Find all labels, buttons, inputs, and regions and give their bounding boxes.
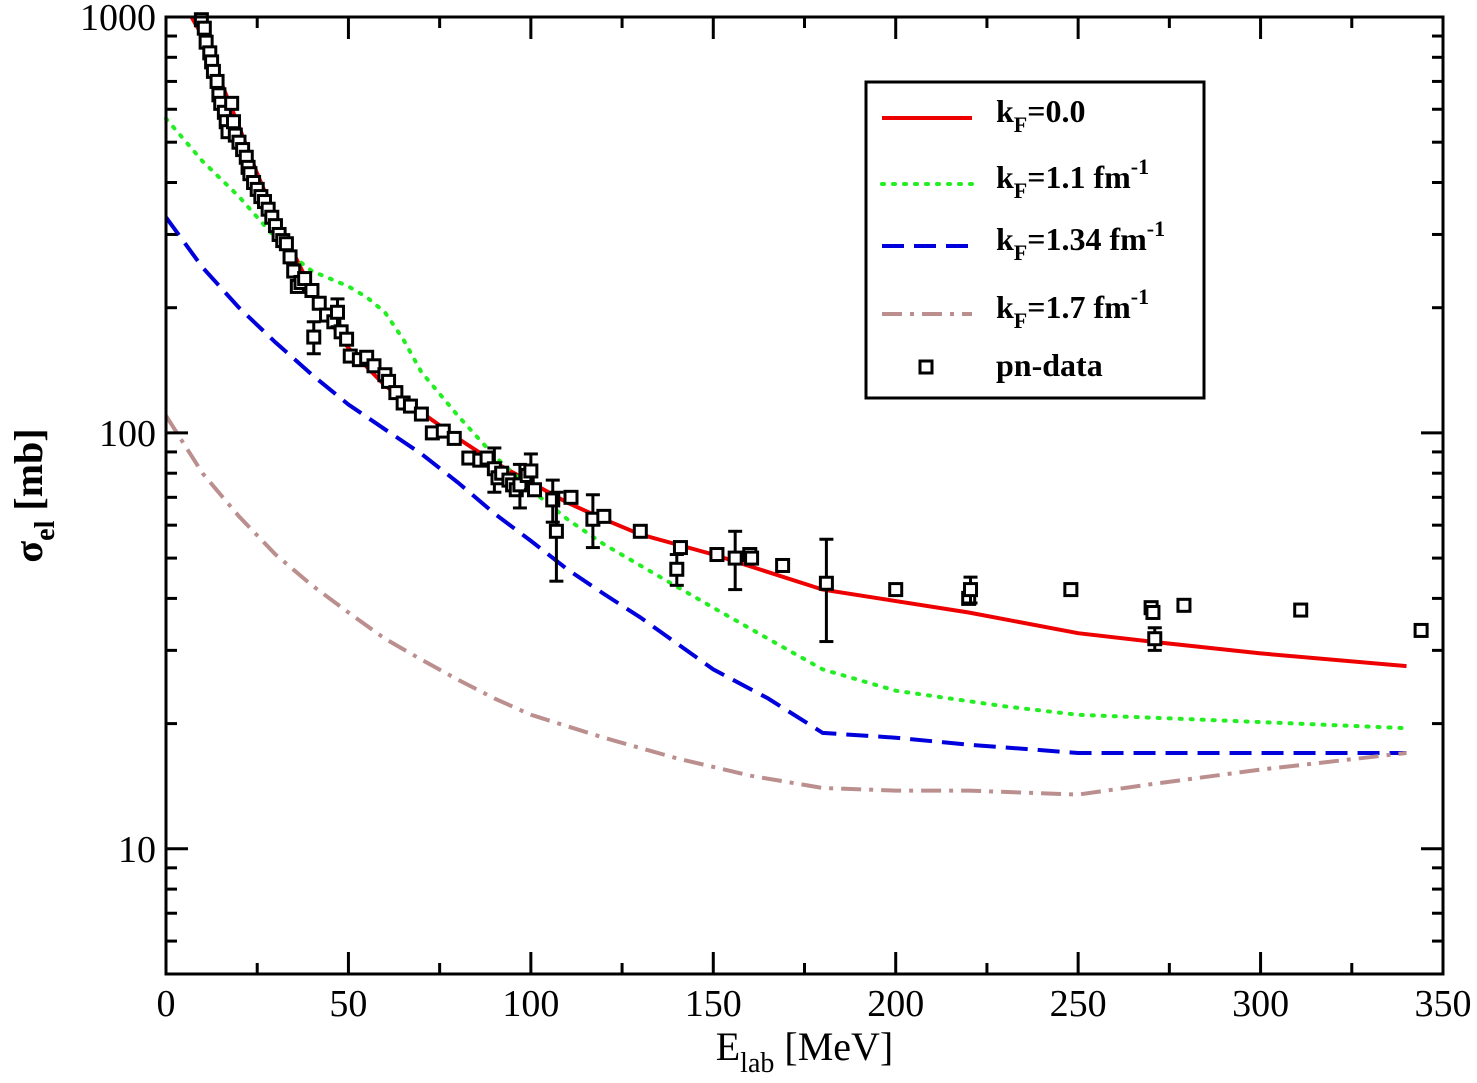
legend-label-2: kF=1.34 fm-1	[996, 216, 1165, 265]
data-point-76	[672, 540, 688, 556]
data-point-78	[727, 550, 743, 566]
data-point-13	[225, 114, 241, 130]
data-point-90	[1176, 597, 1192, 613]
x-tick-label: 50	[329, 983, 367, 1025]
x-axis-title: Elab [MeV]	[716, 1024, 894, 1079]
data-point-46	[366, 358, 382, 374]
series-line-3	[164, 414, 1407, 797]
data-point-51	[402, 398, 418, 414]
x-tick-label: 350	[1415, 983, 1472, 1025]
legend-label-1: kF=1.1 fm-1	[996, 154, 1149, 203]
data-point-73	[596, 508, 612, 524]
data-point-34	[297, 271, 313, 287]
legend-label-0: kF=0.0	[996, 93, 1085, 137]
legend-label-3: kF=1.7 fm-1	[996, 284, 1149, 333]
pn-data-points	[193, 12, 1429, 652]
data-point-12	[224, 95, 240, 111]
data-point-35	[304, 282, 320, 298]
x-tick-label: 100	[502, 983, 559, 1025]
data-point-68	[527, 482, 543, 498]
data-point-75	[669, 561, 685, 577]
data-point-40	[329, 304, 345, 320]
data-point-67	[523, 463, 539, 479]
x-tick-label: 150	[685, 983, 742, 1025]
y-axis-title: σel [mb]	[6, 428, 61, 562]
data-point-74	[632, 523, 648, 539]
data-point-77	[709, 547, 725, 563]
y-tick-label: 10	[118, 829, 156, 871]
data-point-85	[963, 582, 979, 598]
data-point-71	[563, 489, 579, 505]
legend: kF=0.0 kF=1.1 fm-1 kF=1.34 fm-1 kF=1.7 fm-1…	[864, 80, 1206, 400]
data-point-88	[1145, 604, 1161, 620]
data-point-55	[446, 430, 462, 446]
legend-label-data: pn-data	[996, 347, 1103, 383]
axes: 0 50 100 150 200 250 300 350 10 100 1000 Elab [MeV]…	[6, 0, 1472, 1079]
x-tick-label: 250	[1050, 983, 1107, 1025]
data-point-81	[775, 557, 791, 573]
data-point-80	[744, 550, 760, 566]
data-point-52	[413, 406, 429, 422]
plot-frame	[164, 15, 1445, 976]
x-tick-label: 0	[157, 983, 176, 1025]
y-tick-label: 1000	[80, 0, 156, 39]
data-point-82	[818, 575, 834, 591]
data-point-92	[1413, 622, 1429, 638]
data-point-36	[306, 329, 322, 345]
y-tick-label: 100	[99, 413, 156, 455]
data-point-30	[282, 249, 298, 265]
data-point-89	[1147, 631, 1163, 647]
data-point-1	[196, 20, 212, 36]
data-point-37	[311, 295, 327, 311]
data-point-29	[278, 236, 294, 252]
data-point-86	[1063, 582, 1079, 598]
data-point-42	[339, 331, 355, 347]
model-curves	[164, 15, 1409, 797]
x-tick-label: 200	[867, 983, 924, 1025]
data-point-91	[1293, 602, 1309, 618]
data-point-83	[888, 582, 904, 598]
x-tick-label: 300	[1232, 983, 1289, 1025]
series-line-2	[164, 216, 1407, 755]
data-point-70	[548, 523, 564, 539]
series-line-0	[189, 15, 1407, 669]
data-point-6	[209, 73, 225, 89]
legend-swatch-data	[918, 359, 934, 375]
series-line-1	[164, 116, 1409, 731]
legend-box	[864, 80, 1206, 400]
